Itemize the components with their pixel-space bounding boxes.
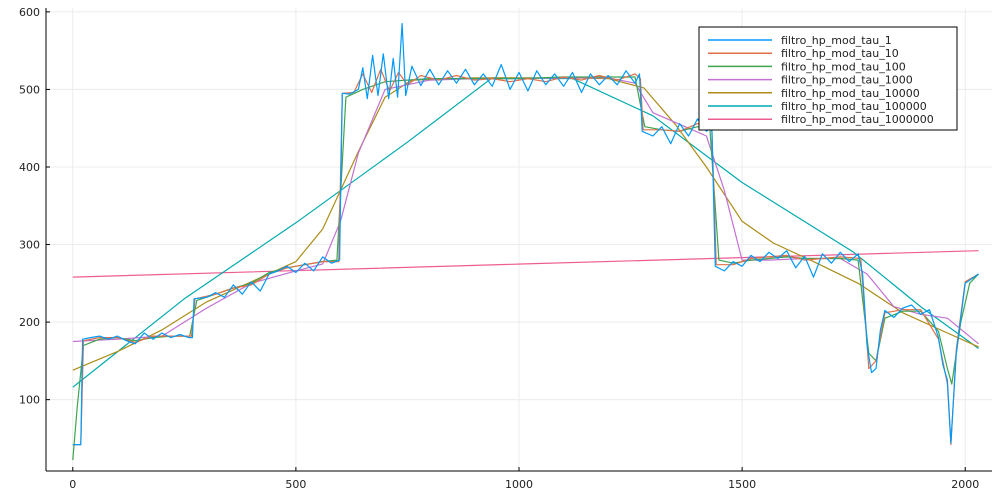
series-line-filtro-hp-mod-tau-1000000 (72, 250, 979, 278)
y-tick-label: 500 (19, 83, 40, 96)
x-tick-label: 1000 (505, 478, 533, 491)
legend-label: filtro_hp_mod_tau_10000 (781, 87, 920, 100)
x-tick-label: 1500 (728, 478, 756, 491)
legend-label: filtro_hp_mod_tau_10 (781, 47, 899, 60)
tick-labels: 0 500 1000 1500 2000 100 200 300 400 500 600 (19, 6, 979, 491)
y-tick-label: 100 (19, 394, 40, 407)
legend-label: filtro_hp_mod_tau_1 (781, 34, 892, 47)
y-tick-label: 600 (19, 6, 40, 19)
y-tick-label: 400 (19, 161, 40, 174)
series-line-filtro-hp-mod-tau-100 (72, 76, 980, 461)
series-line-filtro-hp-mod-tau-1 (72, 22, 979, 446)
legend-label: filtro_hp_mod_tau_100 (781, 60, 906, 73)
legend-label: filtro_hp_mod_tau_1000000 (781, 113, 934, 126)
legend-box (698, 26, 958, 131)
x-tick-label: 0 (69, 478, 76, 491)
x-tick-label: 2000 (951, 478, 979, 491)
x-tick-label: 500 (285, 478, 306, 491)
y-tick-label: 300 (19, 239, 40, 252)
legend: filtro_hp_mod_tau_1filtro_hp_mod_tau_10f… (698, 26, 958, 131)
y-tick-label: 200 (19, 316, 40, 329)
legend-label: filtro_hp_mod_tau_1000 (781, 74, 913, 87)
legend-label: filtro_hp_mod_tau_100000 (781, 100, 927, 113)
series-layer (72, 22, 980, 461)
